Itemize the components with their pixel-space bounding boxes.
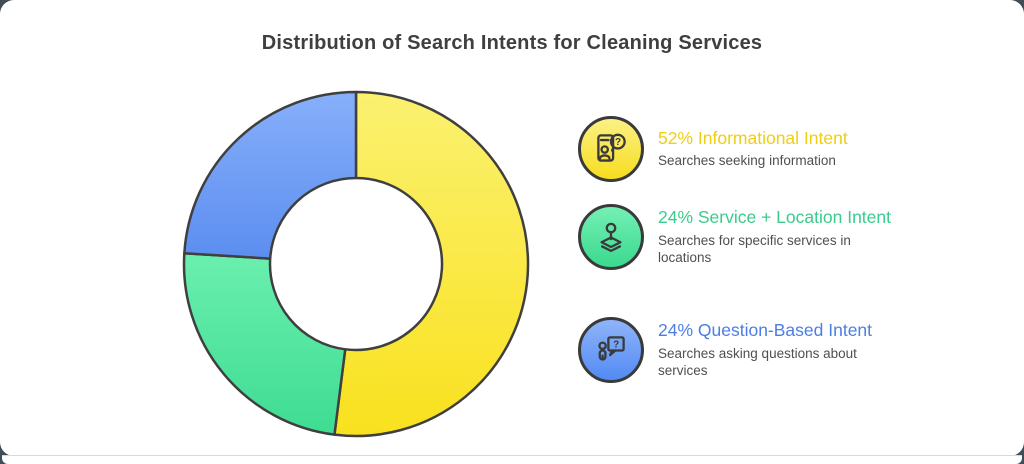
legend-title: 24% Service + Location Intent	[658, 207, 891, 228]
window-bottom-strip	[2, 455, 1022, 464]
legend-text-block: 24% Question-Based Intent Searches askin…	[658, 320, 896, 379]
service-location-intent-icon	[578, 204, 644, 270]
legend-title: 52% Informational Intent	[658, 128, 848, 149]
legend-text-block: 52% Informational Intent Searches seekin…	[658, 128, 896, 170]
donut-slice-service-location-intent	[182, 251, 347, 436]
page-title: Distribution of Search Intents for Clean…	[261, 32, 763, 54]
svg-text:?: ?	[613, 339, 619, 350]
legend-title: 24% Question-Based Intent	[658, 320, 873, 341]
legend-item-2: ? 24% Question-Based Intent Searches ask…	[578, 317, 896, 383]
chart-legend: ? 52% Informational Intent Searches seek…	[578, 0, 938, 456]
donut-chart	[182, 90, 530, 438]
svg-text:?: ?	[615, 137, 621, 148]
donut-slice-question-based-intent	[183, 90, 358, 260]
legend-item-0: ? 52% Informational Intent Searches seek…	[578, 116, 896, 182]
donut-slice-informational-intent	[333, 90, 530, 438]
legend-text-block: 24% Service + Location Intent Searches f…	[658, 207, 896, 266]
legend-item-1: 24% Service + Location Intent Searches f…	[578, 204, 896, 270]
legend-description: Searches seeking information	[658, 153, 836, 169]
legend-description: Searches for specific services in locati…	[658, 232, 851, 266]
informational-intent-icon: ?	[578, 116, 644, 182]
question-based-intent-icon: ?	[578, 317, 644, 383]
legend-description: Searches asking questions about services	[658, 345, 857, 379]
donut-chart-container	[176, 84, 536, 444]
